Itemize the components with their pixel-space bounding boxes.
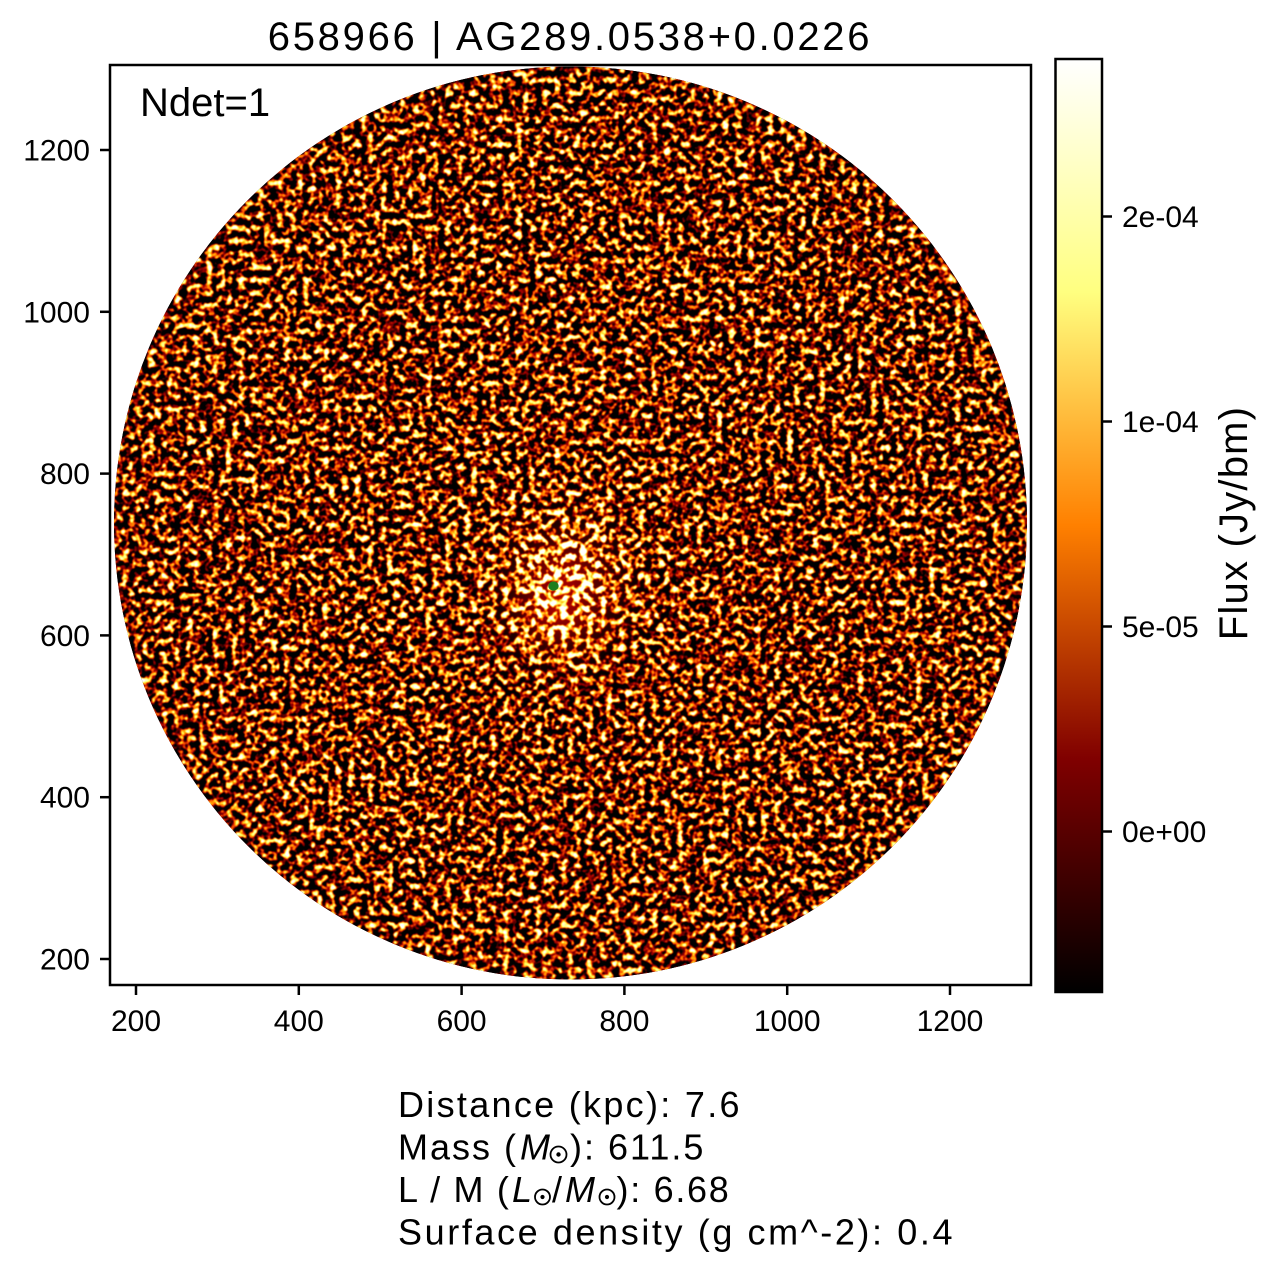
- svg-text:Ndet=1: Ndet=1: [140, 81, 270, 125]
- svg-text:Flux (Jy/bm): Flux (Jy/bm): [1212, 406, 1256, 640]
- svg-text:200: 200: [40, 944, 90, 977]
- svg-text:): 6.68: ): 6.68: [617, 1169, 731, 1210]
- svg-text:Surface density (g cm^-2): 0.4: Surface density (g cm^-2): 0.4: [398, 1212, 955, 1253]
- svg-text:1200: 1200: [917, 1005, 984, 1038]
- svg-text:): 611.5: ): 611.5: [570, 1127, 705, 1168]
- svg-text:600: 600: [40, 620, 90, 653]
- svg-text:0e+00: 0e+00: [1122, 816, 1206, 849]
- svg-text:5e-05: 5e-05: [1122, 611, 1199, 644]
- svg-text:2e-04: 2e-04: [1122, 201, 1199, 234]
- svg-text:L: L: [512, 1169, 532, 1210]
- svg-text:800: 800: [599, 1005, 649, 1038]
- svg-text:Mass (: Mass (: [398, 1127, 518, 1168]
- svg-text:658966 | AG289.0538+0.0226: 658966 | AG289.0538+0.0226: [268, 15, 872, 59]
- svg-text:1e-04: 1e-04: [1122, 406, 1199, 439]
- svg-text:M: M: [565, 1169, 595, 1210]
- svg-text:200: 200: [111, 1005, 161, 1038]
- svg-text:M: M: [520, 1127, 550, 1168]
- svg-text:1200: 1200: [23, 135, 90, 168]
- svg-text:600: 600: [437, 1005, 487, 1038]
- svg-text:800: 800: [40, 458, 90, 491]
- svg-text:1000: 1000: [23, 296, 90, 329]
- svg-text:L / M (: L / M (: [398, 1169, 511, 1210]
- svg-text:400: 400: [40, 782, 90, 815]
- svg-text:/: /: [552, 1169, 562, 1210]
- svg-text:400: 400: [274, 1005, 324, 1038]
- svg-text:1000: 1000: [754, 1005, 821, 1038]
- svg-text:Distance (kpc): 7.6: Distance (kpc): 7.6: [398, 1084, 742, 1125]
